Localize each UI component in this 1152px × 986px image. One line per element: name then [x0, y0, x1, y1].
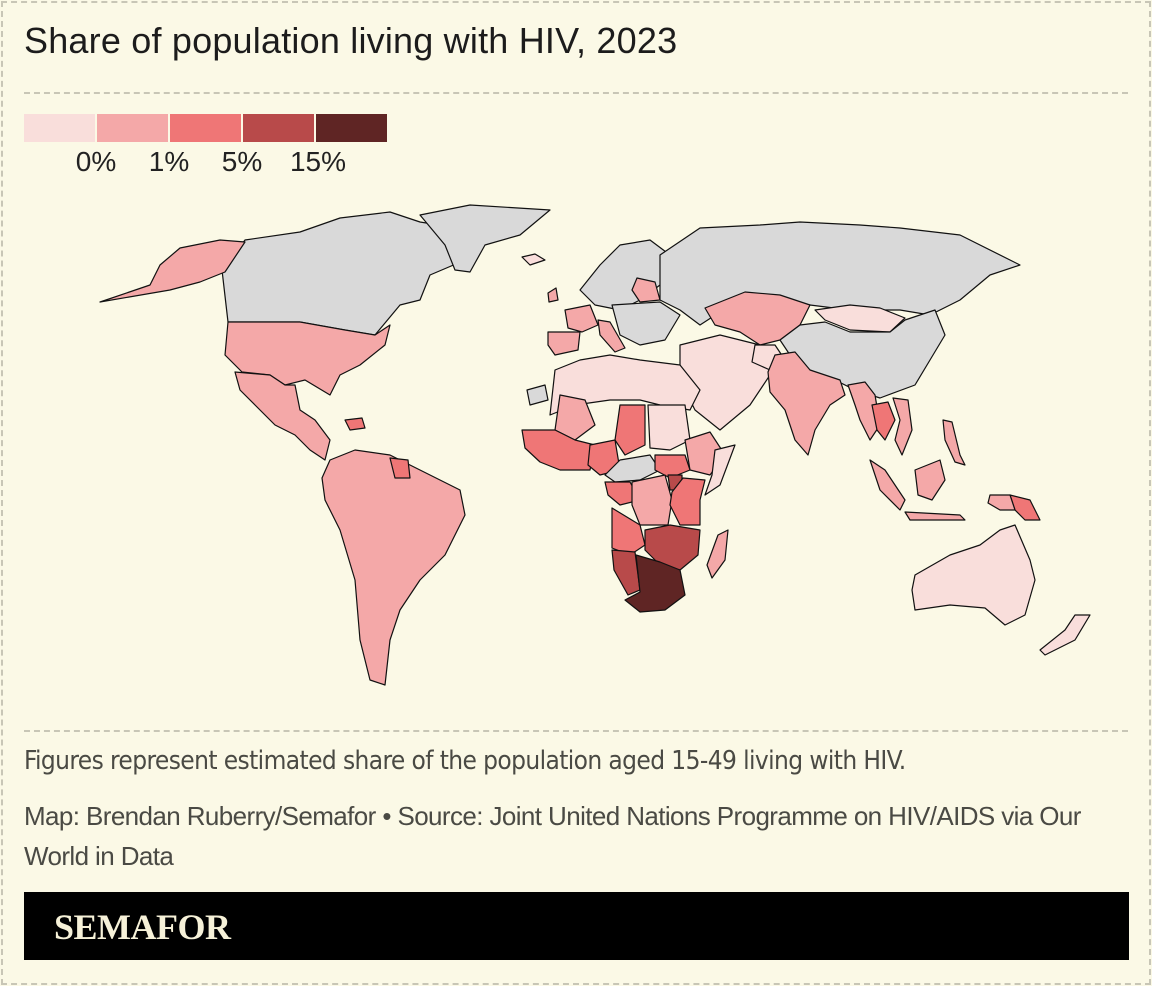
region-ireland[interactable]	[547, 287, 559, 303]
legend-swatch	[170, 114, 241, 142]
region-hispaniola[interactable]	[344, 417, 366, 431]
region-australia[interactable]	[911, 524, 1036, 626]
region-myanmar[interactable]	[847, 381, 881, 441]
world-map	[99, 204, 1091, 686]
region-drc[interactable]	[631, 474, 673, 526]
divider-bottom	[24, 730, 1128, 732]
region-eastern-europe[interactable]	[611, 301, 681, 346]
region-southern-africa[interactable]	[624, 554, 686, 613]
region-philippines[interactable]	[942, 419, 966, 466]
region-chad[interactable]	[614, 404, 646, 456]
region-italy[interactable]	[597, 319, 626, 353]
region-vietnam[interactable]	[892, 397, 913, 456]
region-angola[interactable]	[611, 507, 646, 556]
region-greenland[interactable]	[419, 204, 551, 273]
region-borneo[interactable]	[914, 459, 946, 501]
chart-title: Share of population living with HIV, 202…	[24, 20, 678, 61]
legend-label: 15%	[289, 146, 347, 177]
region-new-zealand[interactable]	[1039, 614, 1091, 656]
legend-swatch	[316, 114, 387, 142]
region-south-america[interactable]	[321, 449, 466, 686]
region-java[interactable]	[904, 511, 966, 521]
brand-bar: SEMAFOR	[24, 892, 1129, 960]
region-sumatra[interactable]	[869, 459, 906, 511]
semafor-logo[interactable]: SEMAFOR	[54, 907, 231, 947]
region-thailand[interactable]	[871, 401, 896, 441]
divider-top	[24, 92, 1128, 94]
region-guianas[interactable]	[389, 457, 411, 479]
footnote: Figures represent estimated share of the…	[24, 746, 906, 776]
region-alaska[interactable]	[99, 239, 246, 303]
region-mexico[interactable]	[234, 371, 331, 461]
region-baltics[interactable]	[631, 277, 661, 303]
legend-label: 0%	[75, 146, 117, 177]
region-namibia[interactable]	[611, 549, 641, 596]
region-madagascar[interactable]	[706, 529, 729, 579]
legend-label: 1%	[148, 146, 190, 177]
region-west-africa[interactable]	[521, 429, 596, 471]
region-papua[interactable]	[987, 494, 1016, 511]
region-western-sahara[interactable]	[526, 384, 549, 406]
legend-swatch	[24, 114, 95, 142]
region-mongolia[interactable]	[814, 304, 906, 333]
legend-swatch	[243, 114, 314, 142]
legend: 0% 1% 5% 15%	[24, 114, 387, 180]
legend-swatch	[97, 114, 168, 142]
region-kenya-tanzania[interactable]	[669, 477, 706, 526]
region-india[interactable]	[767, 351, 846, 456]
region-zambia-mozambique[interactable]	[644, 524, 701, 571]
region-south-sudan[interactable]	[654, 454, 691, 479]
region-somalia[interactable]	[704, 444, 736, 496]
source-credit: Map: Brendan Ruberry/Semafor • Source: J…	[24, 801, 1081, 871]
region-france[interactable]	[564, 304, 599, 333]
region-spain[interactable]	[547, 331, 581, 356]
region-mali[interactable]	[554, 394, 596, 441]
legend-label: 5%	[221, 146, 263, 177]
region-iceland[interactable]	[521, 253, 546, 266]
region-sudan[interactable]	[647, 404, 691, 451]
region-congo[interactable]	[604, 481, 641, 506]
